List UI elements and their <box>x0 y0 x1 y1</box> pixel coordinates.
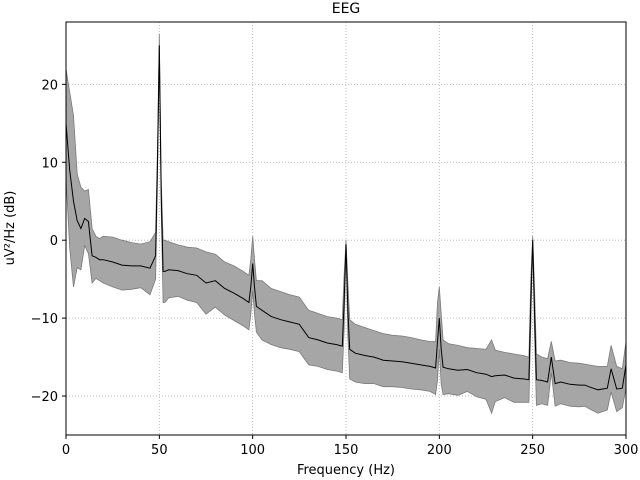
y-tick-label: −10 <box>31 312 58 327</box>
x-tick-label: 100 <box>240 443 265 458</box>
x-tick-label: 250 <box>520 443 545 458</box>
x-axis-label: Frequency (Hz) <box>297 463 395 478</box>
y-tick-label: −20 <box>31 390 58 405</box>
y-tick-label: 0 <box>50 234 58 249</box>
x-tick-label: 150 <box>334 443 359 458</box>
x-tick-label: 50 <box>151 443 168 458</box>
y-axis-label: uV²/Hz (dB) <box>3 191 18 266</box>
x-tick-label: 200 <box>427 443 452 458</box>
mean-psd-line <box>65 45 627 391</box>
x-tick-label: 0 <box>62 443 70 458</box>
y-tick-label: 10 <box>41 156 58 171</box>
y-axis-ticks: −20 −10 0 10 20 <box>31 78 66 405</box>
x-tick-label: 300 <box>614 443 639 458</box>
x-axis-ticks: 0 50 100 150 200 250 300 <box>62 435 639 458</box>
chart-title: EEG <box>332 1 361 17</box>
y-tick-label: 20 <box>41 78 58 93</box>
